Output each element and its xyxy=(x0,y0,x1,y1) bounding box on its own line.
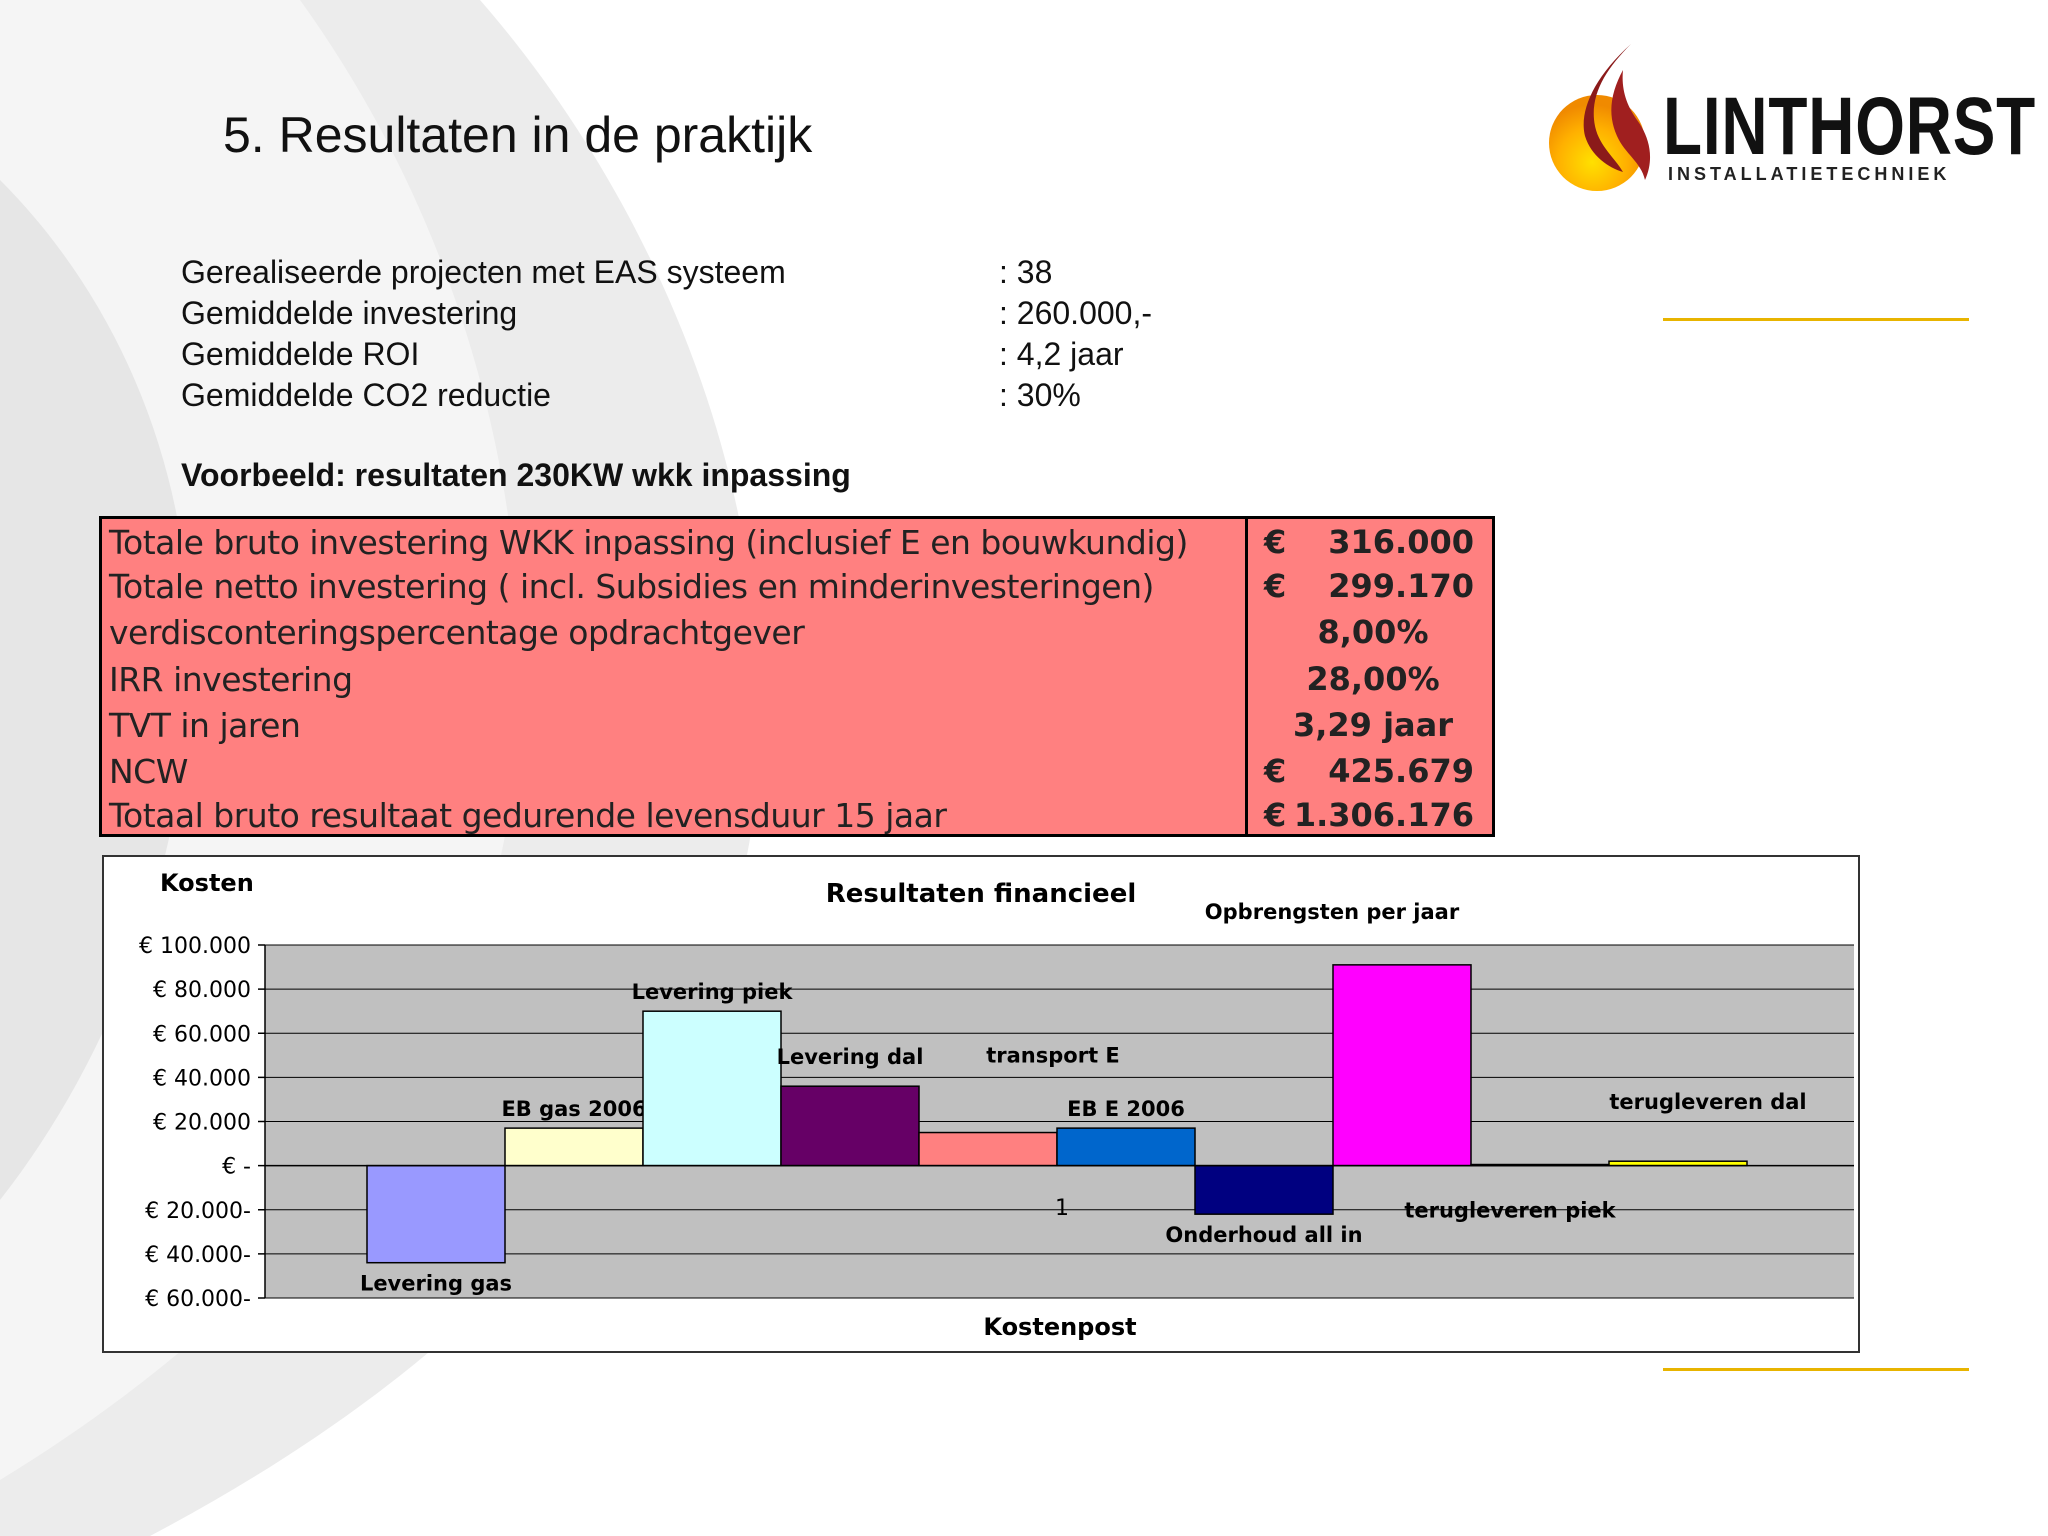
table-row: verdisconteringspercentage opdrachtgever… xyxy=(102,613,1492,659)
financial-table: Totale bruto investering WKK inpassing (… xyxy=(99,516,1495,837)
bar xyxy=(1194,1164,1334,1215)
row-currency: € xyxy=(1264,567,1287,605)
financial-results-chart: € 100.000 € 80.000 € 60.000 € 40.000 € 20.00… xyxy=(102,855,1860,1353)
y-tick-label: € 60.000 xyxy=(153,1022,251,1047)
row-value: 299.170 xyxy=(1328,567,1474,605)
row-label: Totale bruto investering WKK inpassing (… xyxy=(109,523,1188,562)
table-row: IRR investering 28,00% xyxy=(102,660,1492,706)
bar xyxy=(504,1127,644,1167)
stat-row: Gemiddelde CO2 reductie : 30% xyxy=(181,375,1281,416)
chart-canvas: € 100.000 € 80.000 € 60.000 € 40.000 € 20.00… xyxy=(139,869,1854,1341)
row-value: 316.000 xyxy=(1328,523,1474,561)
bar-label: Levering gas xyxy=(360,1272,512,1296)
y-tick-label: € 40.000 xyxy=(153,1066,251,1091)
stat-label: Gemiddelde ROI xyxy=(181,336,420,372)
table-row: Totale netto investering ( incl. Subsidi… xyxy=(102,567,1492,613)
logo-subtitle: INSTALLATIETECHNIEK xyxy=(1668,164,1951,184)
y-tick-label: € 20.000- xyxy=(145,1199,251,1224)
stat-label: Gemiddelde investering xyxy=(181,295,518,331)
x-axis-title: Kostenpost xyxy=(983,1313,1136,1341)
row-value: 8,00% xyxy=(1317,613,1429,651)
table-row: TVT in jaren 3,29 jaar xyxy=(102,706,1492,752)
stat-row: Gemiddelde ROI : 4,2 jaar xyxy=(181,334,1281,375)
row-label: verdisconteringspercentage opdrachtgever xyxy=(109,613,805,652)
row-value: 28,00% xyxy=(1306,660,1440,698)
row-currency: € xyxy=(1264,796,1287,834)
logo-wordmark: LINTHORST xyxy=(1663,81,2036,172)
table-row: Totale bruto investering WKK inpassing (… xyxy=(102,523,1492,569)
bar-label: EB gas 2006 xyxy=(501,1097,646,1121)
project-stats: Gerealiseerde projecten met EAS systeem … xyxy=(181,252,1281,416)
row-label: NCW xyxy=(109,752,188,791)
bar-label: EB E 2006 xyxy=(1067,1097,1185,1121)
stat-label: Gerealiseerde projecten met EAS systeem xyxy=(181,254,786,290)
chart-title: Resultaten financieel xyxy=(826,879,1137,909)
row-label: Totale netto investering ( incl. Subsidi… xyxy=(109,567,1154,606)
stat-label: Gemiddelde CO2 reductie xyxy=(181,377,551,413)
y-tick-label: € - xyxy=(222,1155,251,1180)
bar xyxy=(780,1085,920,1167)
x-tick-label: 1 xyxy=(1055,1196,1069,1221)
row-currency: € xyxy=(1264,523,1287,561)
stat-value: : 260.000,- xyxy=(999,295,1152,331)
example-heading: Voorbeeld: resultaten 230KW wkk inpassin… xyxy=(181,457,851,493)
row-value: 425.679 xyxy=(1328,752,1474,790)
bottom-divider xyxy=(1663,1368,1969,1371)
bar-label: Levering piek xyxy=(632,980,794,1004)
stat-row: Gerealiseerde projecten met EAS systeem … xyxy=(181,252,1281,293)
bar-label: Opbrengsten per jaar xyxy=(1205,900,1460,924)
stat-value: : 38 xyxy=(999,254,1053,290)
bar xyxy=(642,1010,782,1167)
stat-value: : 30% xyxy=(999,377,1081,413)
y-tick-label: € 80.000 xyxy=(153,978,251,1003)
slide-title: 5. Resultaten in de praktijk xyxy=(223,107,813,163)
row-label: Totaal bruto resultaat gedurende levensd… xyxy=(109,796,947,835)
row-label: TVT in jaren xyxy=(109,706,301,745)
y-tick-label: € 40.000- xyxy=(145,1243,251,1268)
y-tick-label: € 100.000 xyxy=(139,934,251,959)
y-tick-label: € 20.000 xyxy=(153,1111,251,1136)
y-tick-label: € 60.000- xyxy=(145,1287,251,1312)
bar-label: terugleveren piek xyxy=(1404,1199,1616,1223)
flame-icon xyxy=(1549,44,1651,191)
y-axis-title: Kosten xyxy=(160,869,254,897)
table-column-divider xyxy=(1245,519,1248,834)
table-row: Totaal bruto resultaat gedurende levensd… xyxy=(102,796,1492,842)
bar xyxy=(1056,1127,1196,1167)
bar-label: Levering dal xyxy=(777,1045,924,1069)
bar-label: Onderhoud all in xyxy=(1165,1223,1362,1247)
table-row: NCW € 425.679 xyxy=(102,752,1492,798)
stat-row: Gemiddelde investering : 260.000,- xyxy=(181,293,1281,334)
bar-label: terugleveren dal xyxy=(1609,1090,1806,1114)
bar xyxy=(918,1131,1058,1167)
bar xyxy=(366,1164,506,1264)
stat-value: : 4,2 jaar xyxy=(999,336,1124,372)
bar xyxy=(1332,964,1472,1167)
top-divider xyxy=(1663,318,1969,321)
row-value: 3,29 jaar xyxy=(1292,706,1454,744)
company-logo: LINTHORST INSTALLATIETECHNIEK xyxy=(1545,40,2035,200)
row-label: IRR investering xyxy=(109,660,353,699)
bar-label: transport E xyxy=(986,1044,1120,1068)
row-value: 1.306.176 xyxy=(1293,796,1474,834)
row-currency: € xyxy=(1264,752,1287,790)
